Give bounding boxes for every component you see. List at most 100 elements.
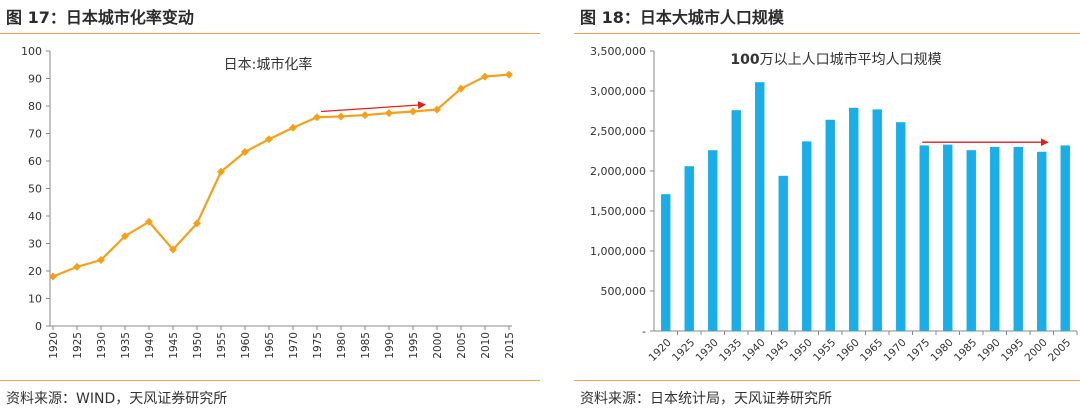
data-point	[481, 72, 489, 81]
y-tick-label: 3,500,000	[590, 45, 646, 58]
x-tick-label: 1950	[787, 337, 814, 364]
x-tick-label: 1985	[952, 337, 979, 364]
data-point	[217, 167, 225, 176]
y-tick-label: 50	[28, 183, 42, 196]
x-tick-label: 1930	[96, 332, 108, 359]
data-point	[145, 217, 153, 226]
y-tick-label: 60	[28, 155, 42, 168]
bar	[778, 175, 788, 331]
x-tick-label: 2000	[1022, 337, 1049, 364]
x-tick-label: 1940	[144, 332, 156, 359]
x-tick-label: 1920	[646, 337, 673, 364]
data-point	[505, 70, 513, 79]
bar	[943, 144, 953, 331]
figure-18-source: 资料来源：日本统计局，天风证券研究所	[580, 391, 832, 407]
series-line	[52, 73, 510, 278]
y-tick-label: 80	[28, 100, 42, 113]
bar	[708, 150, 718, 331]
bar	[731, 110, 741, 331]
y-tick-label: 1,000,000	[590, 245, 646, 258]
x-tick-label: 1935	[717, 337, 744, 364]
x-tick-label: 1970	[288, 332, 300, 359]
x-tick-label: 1920	[48, 332, 60, 359]
bar	[755, 82, 765, 331]
x-tick-label: 2005	[456, 332, 468, 359]
x-tick-label: 1960	[240, 332, 252, 359]
chart-title: 100万以上人口城市平均人口规模	[730, 51, 941, 68]
data-point	[457, 84, 465, 93]
x-tick-label: 1990	[975, 337, 1002, 364]
bar	[1037, 151, 1047, 331]
bar	[966, 150, 976, 331]
bar	[1013, 147, 1023, 331]
x-tick-label: 2000	[432, 332, 444, 359]
figure-18-title: 图 18：日本大城市人口规模	[580, 8, 784, 27]
y-tick-label: 2,500,000	[590, 125, 646, 138]
figure-17-title: 图 17：日本城市化率变动	[6, 8, 194, 27]
bottom-divider	[0, 380, 540, 381]
data-point	[73, 262, 81, 271]
data-point	[385, 109, 393, 118]
y-tick-label: 500,000	[601, 285, 647, 298]
chart-title: 日本:城市化率	[224, 56, 313, 73]
x-tick-label: 1985	[360, 332, 372, 359]
top-divider	[574, 33, 1080, 34]
x-tick-label: 1975	[905, 337, 932, 364]
x-tick-label: 1980	[336, 332, 348, 359]
bar	[919, 145, 929, 331]
bar	[872, 109, 882, 332]
figure-17-panel: 图 17：日本城市化率变动 0 10 20 30 40 50 60 70 80 90 100 1920…	[0, 8, 540, 407]
x-tick-label: 1955	[216, 332, 228, 359]
x-tick-label: 1950	[192, 332, 204, 359]
x-tick-label: 1970	[881, 337, 908, 364]
y-tick-label: 100	[21, 45, 42, 58]
data-point	[169, 245, 177, 254]
y-tick-label: 10	[28, 293, 42, 306]
top-divider	[0, 33, 540, 34]
data-point	[241, 147, 249, 156]
x-tick-label: 1965	[858, 337, 885, 364]
figure-17-source: 资料来源：WIND，天风证券研究所	[6, 391, 228, 407]
x-tick-label: 1965	[264, 332, 276, 359]
data-point	[289, 123, 297, 132]
x-tick-label: 1945	[764, 337, 791, 364]
x-tick-label: 1995	[999, 337, 1026, 364]
bar	[849, 107, 859, 331]
bar	[990, 147, 1000, 331]
bar	[896, 122, 906, 331]
y-tick-label: 1,500,000	[590, 205, 646, 218]
x-tick-label: 1990	[384, 332, 396, 359]
chart-title-text: 万以上人口城市平均人口规模	[760, 51, 942, 68]
y-tick-label: 40	[28, 210, 42, 223]
y-tick-label: 3,000,000	[590, 85, 646, 98]
x-tick-label: 1925	[670, 337, 697, 364]
data-point	[337, 112, 345, 121]
data-point	[361, 111, 369, 120]
x-tick-label: 1995	[408, 332, 420, 359]
urbanization-line-chart: 0 10 20 30 40 50 60 70 80 90 100 1920 1925 1930 1935 19…	[21, 45, 516, 359]
data-point	[49, 272, 57, 281]
trend-arrow	[320, 101, 426, 113]
y-tick-label: 20	[28, 265, 42, 278]
x-tick-label: 1930	[693, 337, 720, 364]
x-tick-label: 1960	[834, 337, 861, 364]
data-point	[313, 113, 321, 122]
x-tick-label: 1935	[120, 332, 132, 359]
bar	[661, 194, 671, 331]
x-tick-label: 1940	[740, 337, 767, 364]
y-tick-label: 70	[28, 128, 42, 141]
bar	[684, 166, 694, 331]
y-tick-label: -	[642, 325, 646, 338]
bar	[1060, 145, 1070, 331]
data-point	[265, 135, 273, 144]
data-point	[97, 256, 105, 264]
x-tick-label: 2015	[504, 332, 516, 359]
data-point	[121, 232, 129, 241]
x-tick-label: 1955	[811, 337, 838, 364]
bar	[825, 119, 835, 331]
bar	[802, 141, 812, 331]
x-tick-label: 2010	[480, 332, 492, 359]
y-tick-label: 90	[28, 73, 42, 86]
y-tick-label: 30	[28, 238, 42, 251]
data-point	[433, 105, 441, 114]
